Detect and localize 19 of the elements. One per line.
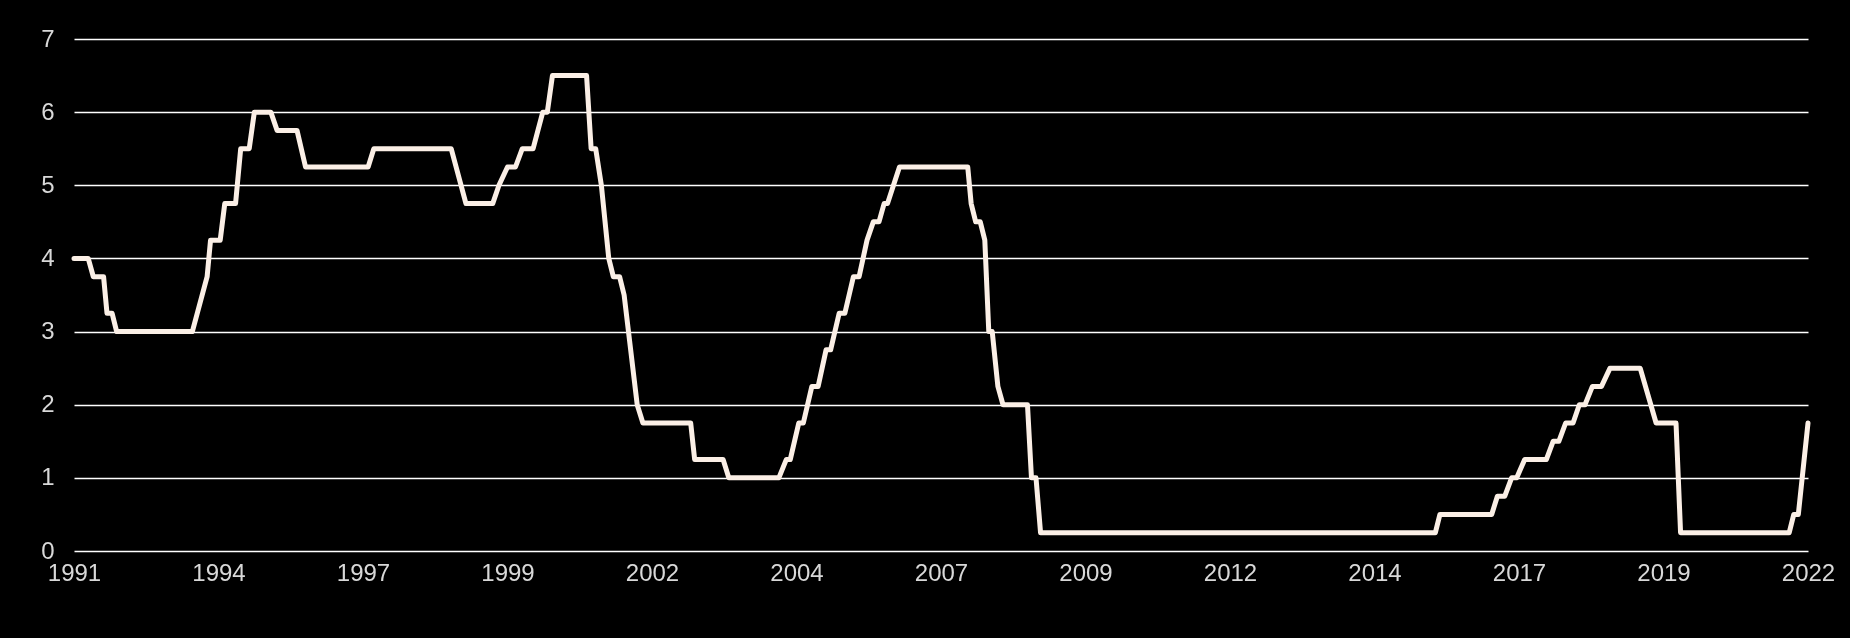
y-tick-label: 7 [41,24,55,52]
x-tick-label: 2017 [1492,558,1547,586]
y-tick-label: 3 [41,317,55,345]
x-tick-label: 2002 [625,558,680,586]
x-tick-label: 2004 [770,558,824,586]
y-tick-label: 6 [41,97,55,125]
y-tick-label: 1 [41,463,55,491]
x-tick-label: 1999 [481,558,535,586]
x-tick-label: 1994 [192,558,246,586]
x-tick-label: 2014 [1348,558,1402,586]
y-tick-label: 2 [41,390,55,418]
y-tick-label: 5 [41,170,55,198]
x-tick-label: 2022 [1781,558,1836,586]
x-tick-label: 2019 [1637,558,1691,586]
x-tick-label: 2007 [914,558,969,586]
y-tick-label: 4 [41,243,55,271]
x-tick-label: 1997 [336,558,391,586]
x-tick-label: 2012 [1203,558,1258,586]
x-tick-label: 2009 [1059,558,1113,586]
